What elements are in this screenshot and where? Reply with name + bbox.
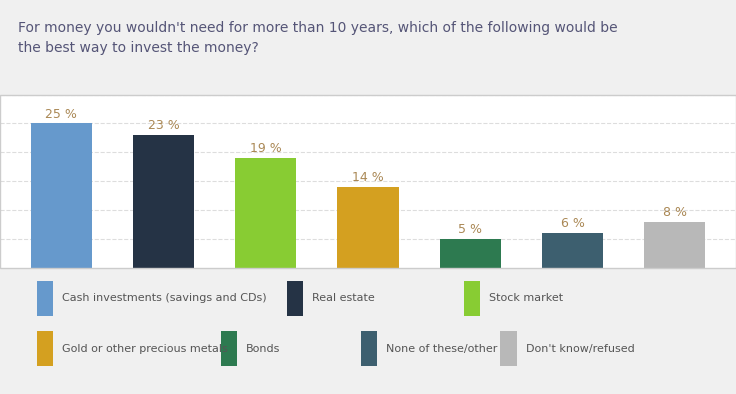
FancyBboxPatch shape	[37, 281, 53, 316]
Text: Gold or other precious metals: Gold or other precious metals	[62, 344, 227, 353]
Text: 8 %: 8 %	[662, 206, 687, 219]
FancyBboxPatch shape	[37, 331, 53, 366]
Text: 25 %: 25 %	[46, 108, 77, 121]
Text: None of these/other: None of these/other	[386, 344, 497, 353]
Text: 5 %: 5 %	[459, 223, 482, 236]
FancyBboxPatch shape	[500, 331, 517, 366]
Bar	[31, 123, 92, 268]
Text: 19 %: 19 %	[250, 142, 282, 155]
Text: Real estate: Real estate	[312, 293, 375, 303]
Text: For money you wouldn't need for more than 10 years, which of the following would: For money you wouldn't need for more tha…	[18, 20, 618, 55]
Text: Cash investments (savings and CDs): Cash investments (savings and CDs)	[62, 293, 266, 303]
Text: Stock market: Stock market	[489, 293, 563, 303]
Bar	[337, 187, 399, 268]
Bar	[235, 158, 297, 268]
FancyBboxPatch shape	[361, 331, 377, 366]
Bar	[542, 233, 603, 268]
Text: 23 %: 23 %	[148, 119, 180, 132]
Text: Don't know/refused: Don't know/refused	[526, 344, 634, 353]
Bar	[0, 95, 736, 268]
FancyBboxPatch shape	[221, 331, 237, 366]
Bar	[133, 135, 194, 268]
FancyBboxPatch shape	[464, 281, 480, 316]
Text: 6 %: 6 %	[561, 217, 584, 230]
Text: Bonds: Bonds	[246, 344, 280, 353]
FancyBboxPatch shape	[287, 281, 303, 316]
Text: 14 %: 14 %	[352, 171, 384, 184]
Bar	[439, 239, 501, 268]
Bar	[644, 222, 705, 268]
